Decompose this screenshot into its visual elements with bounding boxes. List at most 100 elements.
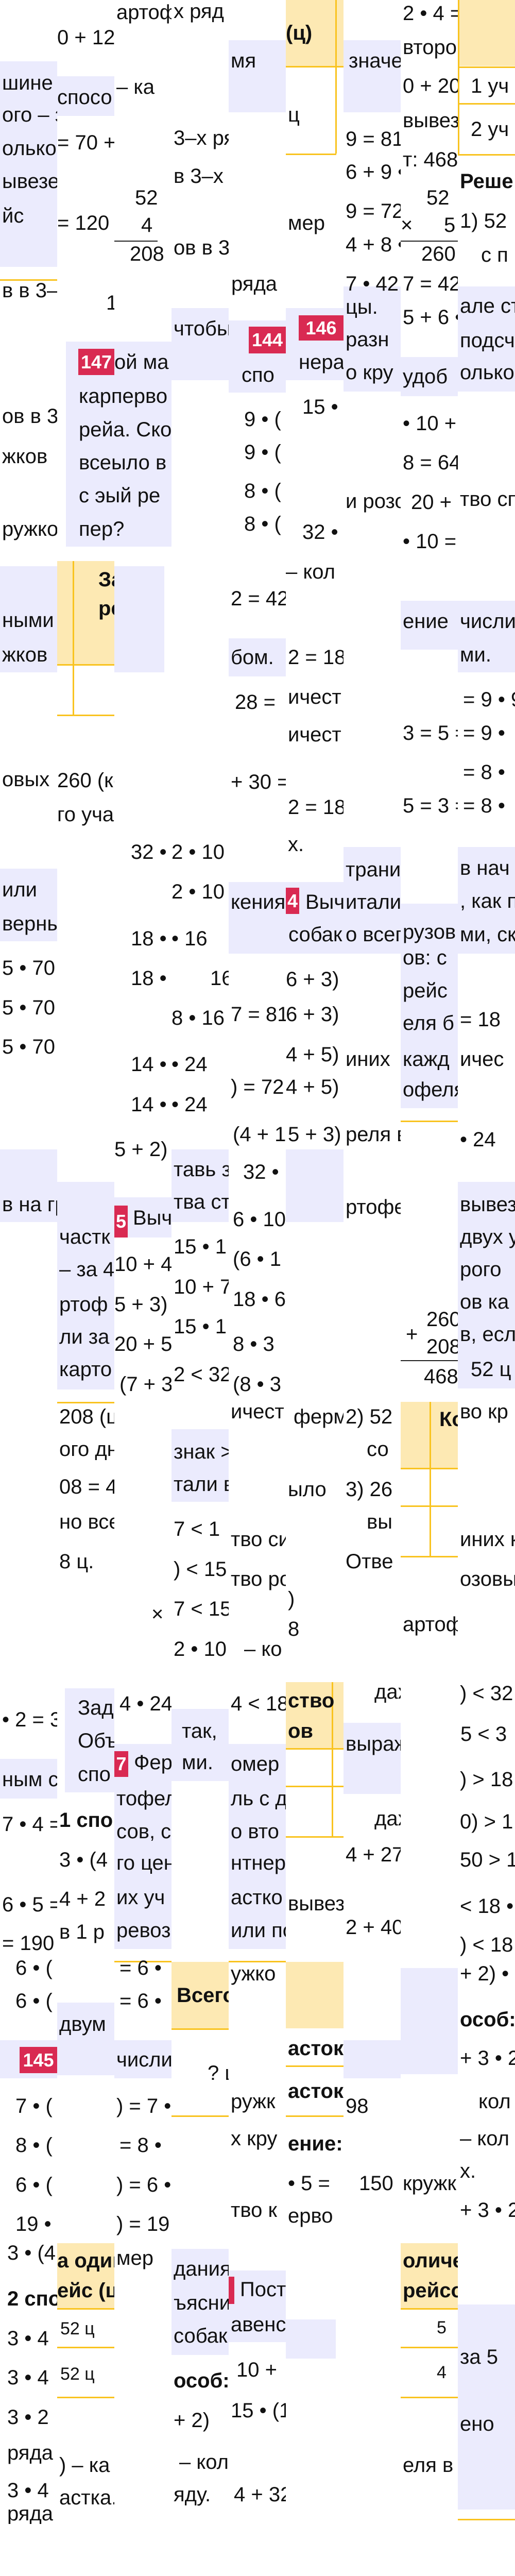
- text-fragment: = 120: [57, 212, 110, 234]
- text-fragment: ным с: [2, 1768, 57, 1791]
- text-fragment: вы: [367, 1511, 392, 1533]
- text-fragment: ывезе: [2, 170, 57, 193]
- text-fragment: авенст: [231, 2313, 286, 2336]
- table-rule: [458, 0, 459, 154]
- text-fragment: особ:: [460, 2008, 515, 2031]
- text-fragment: = 9 • 9: [463, 688, 515, 711]
- task-box: [458, 601, 515, 672]
- text-fragment: 8 • 3: [233, 1333, 274, 1355]
- text-fragment: 6 • 5 =: [2, 1893, 57, 1916]
- text-fragment: 6 + 9 •: [346, 161, 401, 183]
- text-fragment: собак: [288, 923, 342, 946]
- text-fragment: 3 • (4: [59, 1849, 108, 1871]
- text-fragment: офеля: [403, 1078, 458, 1101]
- text-fragment: вывез: [288, 1892, 344, 1915]
- text-fragment: – кол: [460, 2127, 510, 2150]
- text-fragment: спосо: [57, 86, 112, 109]
- text-fragment: 14 •: [131, 1093, 167, 1116]
- text-fragment: иних: [346, 1048, 390, 1071]
- text-fragment: (ц): [286, 22, 313, 44]
- task-box: [229, 1744, 286, 1949]
- text-fragment: 8 ц.: [59, 1550, 94, 1573]
- task-box: [344, 1723, 401, 1794]
- text-fragment: 9 • (: [244, 408, 281, 431]
- text-fragment: мя: [231, 49, 256, 72]
- text-fragment: рузов: [403, 921, 456, 943]
- text-fragment: 5 • 70: [2, 957, 55, 979]
- text-fragment: = 9 •: [463, 722, 505, 744]
- text-fragment: в 1 р: [59, 1921, 105, 1943]
- text-fragment: т: 468: [403, 148, 458, 171]
- text-fragment: ×: [401, 214, 413, 236]
- text-fragment: 3 • 4: [7, 2327, 49, 2350]
- text-fragment: , как п: [460, 890, 515, 912]
- text-fragment: + 3 • 2: [460, 2199, 515, 2222]
- text-fragment: ейс (ц): [57, 2279, 114, 2302]
- text-fragment: • 10 +: [403, 412, 457, 435]
- text-fragment: значе: [349, 49, 401, 72]
- text-fragment: тавь з: [174, 1158, 229, 1181]
- text-fragment: = 6 •: [119, 1990, 162, 2012]
- task-number-badge: 147: [78, 349, 114, 375]
- text-fragment: 8 • (: [244, 480, 281, 502]
- text-fragment: ъясни: [174, 2292, 229, 2314]
- text-fragment: ) – ка: [59, 2454, 110, 2477]
- text-fragment: • 5 =: [288, 2172, 330, 2195]
- text-fragment: тво си: [231, 1528, 286, 1551]
- text-fragment: ряда: [7, 2502, 54, 2524]
- text-fragment: – ко: [244, 1638, 282, 1660]
- text-fragment: ) > 18: [460, 1768, 513, 1791]
- text-fragment: Объ: [78, 1730, 114, 1752]
- task-text-line: карперво: [79, 385, 168, 408]
- text-fragment: 5 = 3 =: [403, 794, 458, 817]
- table-rule: [286, 1786, 344, 1787]
- table-header-cell: [57, 561, 114, 664]
- text-fragment: тво сп: [460, 488, 515, 511]
- text-fragment: 20 +: [411, 491, 452, 514]
- text-fragment: ение: [403, 610, 449, 633]
- text-fragment: 3 • 4: [7, 2479, 49, 2502]
- text-fragment: ными: [2, 609, 54, 632]
- text-fragment: ) = 72: [231, 1076, 284, 1098]
- text-fragment: (4 + 1: [233, 1123, 286, 1146]
- text-fragment: ли за: [59, 1326, 110, 1348]
- text-fragment: ль с д: [231, 1787, 286, 1810]
- fragment-strip-9: 1 уч 2 уч Реше 1) 52 с п але ст подсч олько тво …: [458, 0, 515, 2524]
- text-fragment: рейс: [403, 979, 448, 1002]
- text-fragment: 15 •: [302, 396, 338, 418]
- text-fragment: 6 • 10: [233, 1208, 286, 1231]
- task-box: [114, 2040, 171, 2078]
- text-fragment: 5 + 2): [114, 1138, 168, 1161]
- text-fragment: еля в: [403, 2454, 454, 2477]
- text-fragment: • 10 =: [403, 530, 457, 553]
- task-box: [344, 847, 401, 954]
- text-fragment: двум: [59, 2013, 106, 2036]
- text-fragment: 7 = 81: [231, 1003, 286, 1026]
- text-fragment: Выч: [133, 1207, 171, 1229]
- text-fragment: частк: [59, 1226, 110, 1248]
- text-fragment: го цен: [116, 1852, 171, 1874]
- text-fragment: 10 + 7: [174, 1276, 229, 1298]
- text-fragment: 4: [437, 2363, 447, 2382]
- task-box: [458, 1182, 515, 1388]
- task-box: [171, 2249, 229, 2355]
- text-fragment: За: [98, 568, 114, 591]
- text-fragment: +: [406, 1323, 418, 1346]
- table-rule: [286, 66, 344, 67]
- text-fragment: о кру: [346, 361, 393, 384]
- text-fragment: + 3 • 2: [460, 2047, 515, 2070]
- text-fragment: 4 • 24: [119, 1692, 171, 1715]
- text-fragment: 6 • (: [15, 1990, 53, 2012]
- text-fragment: в нач: [460, 857, 510, 879]
- text-fragment: ртоф: [59, 1293, 108, 1316]
- text-fragment: ение:: [288, 2132, 343, 2155]
- task-box: [401, 357, 458, 396]
- text-fragment: артоф: [403, 1613, 458, 1636]
- text-fragment: тво к: [231, 2199, 277, 2222]
- text-fragment: числи: [116, 2048, 171, 2071]
- text-fragment: = 6 •: [119, 1957, 162, 1979]
- table-rule: [286, 2065, 344, 2067]
- text-fragment: 8 • (: [244, 513, 281, 535]
- text-fragment: 4 + 2: [59, 1888, 106, 1910]
- text-fragment: але ст: [460, 295, 515, 317]
